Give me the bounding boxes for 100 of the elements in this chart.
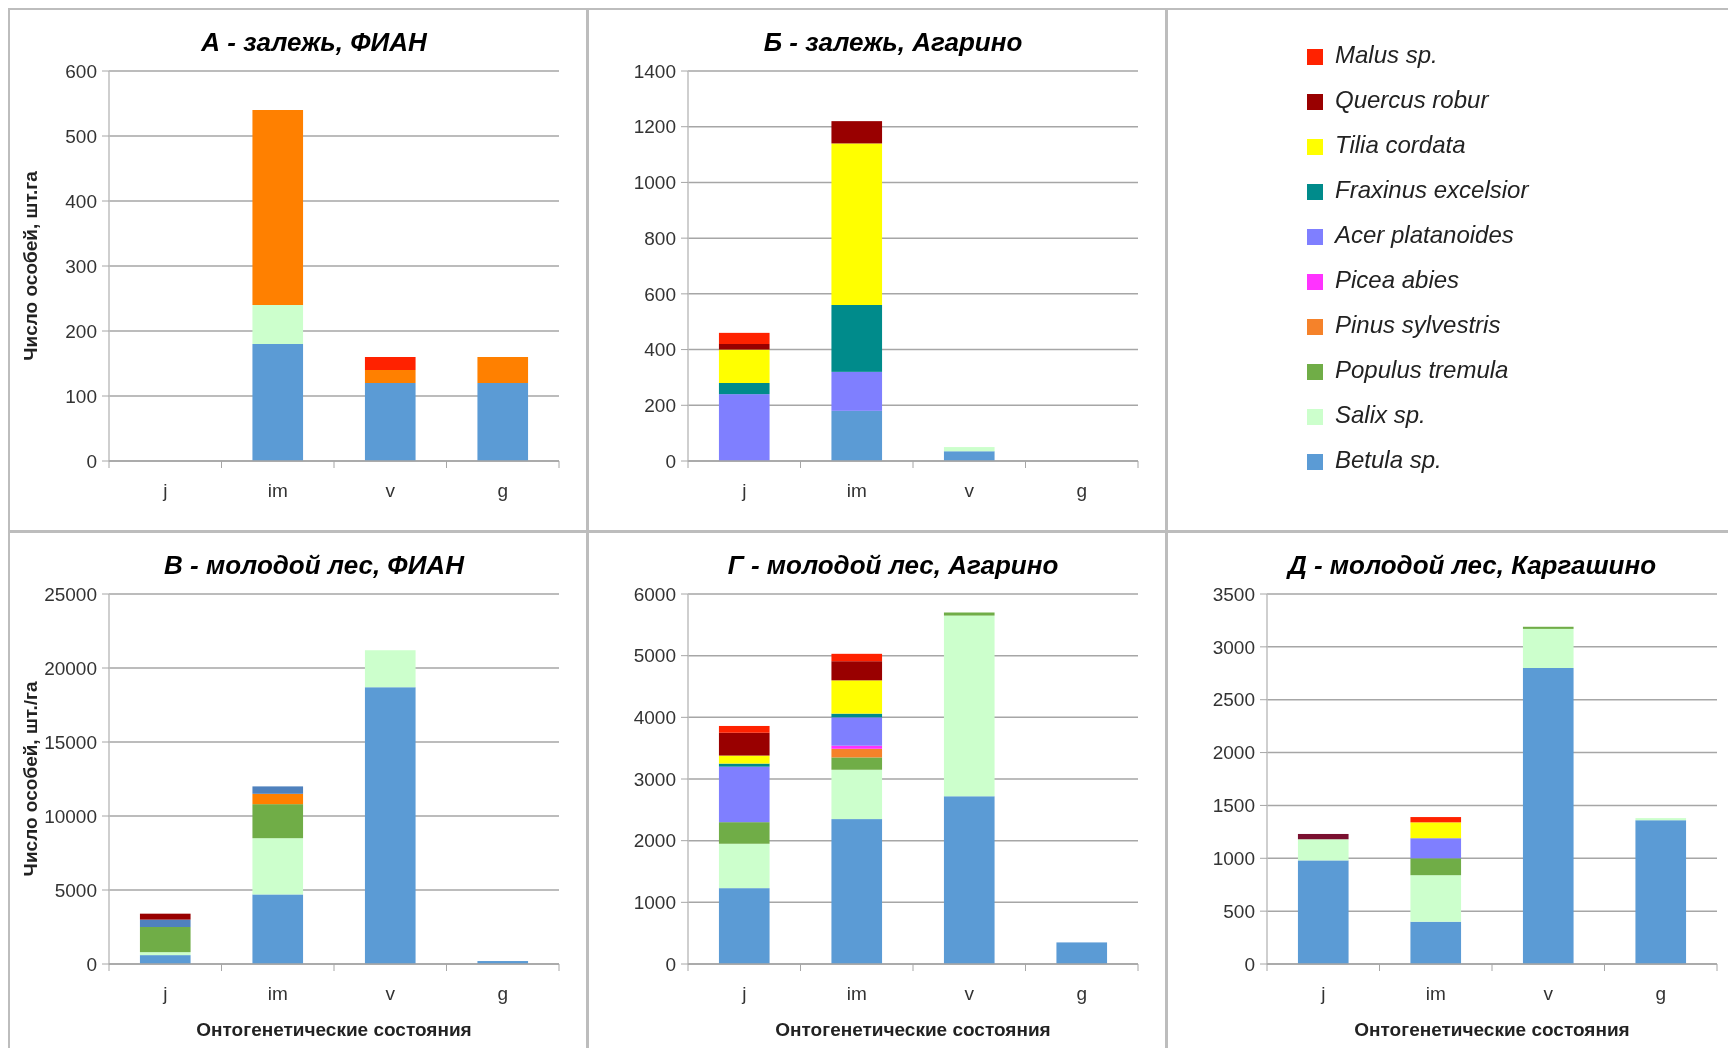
bar <box>1410 817 1462 823</box>
legend-label: Betula sp. <box>1335 446 1442 473</box>
y-tick-label: 3000 <box>1212 636 1255 658</box>
x-tick-label: v <box>385 983 396 1004</box>
bar <box>139 955 191 964</box>
bar <box>831 410 883 461</box>
x-tick-label: j <box>741 983 747 1004</box>
bar <box>718 732 770 756</box>
y-tick-label: 2000 <box>633 830 676 852</box>
bar <box>718 766 770 823</box>
bar <box>718 332 770 344</box>
bar <box>252 804 304 839</box>
bar <box>831 819 883 964</box>
y-tick-label: 500 <box>1223 900 1255 922</box>
x-tick-label: j <box>162 480 168 501</box>
y-tick-label: 5000 <box>633 645 676 667</box>
bar <box>718 843 770 889</box>
y-tick-label: 1500 <box>1212 795 1255 817</box>
bar <box>364 357 416 370</box>
bar <box>1635 820 1687 964</box>
y-tick-label: 1200 <box>633 116 676 138</box>
y-tick-label: 15000 <box>44 731 97 753</box>
bar <box>139 919 191 927</box>
x-tick-label: v <box>964 480 975 501</box>
bar <box>252 894 304 964</box>
bar <box>943 615 995 797</box>
y-tick-label: 3500 <box>1212 583 1255 605</box>
bar <box>252 344 304 461</box>
y-tick-label: 400 <box>65 190 97 212</box>
x-tick-label: g <box>497 983 509 1004</box>
bar <box>252 305 304 344</box>
bar <box>252 793 304 805</box>
bar <box>718 349 770 383</box>
bar <box>1522 626 1574 629</box>
x-axis-title: Онтогенетические состояния <box>775 1019 1051 1040</box>
x-tick-label: v <box>385 480 396 501</box>
bar <box>831 305 883 372</box>
x-tick-label: im <box>1425 983 1446 1004</box>
bar <box>831 680 883 714</box>
bar <box>252 838 304 895</box>
x-tick-label: im <box>267 480 288 501</box>
y-axis-title: Число особей, шт.га <box>20 170 41 361</box>
y-axis-title: Число особей, шт./га <box>20 681 41 877</box>
x-tick-label: v <box>1543 983 1554 1004</box>
bar <box>831 717 883 746</box>
bar <box>364 650 416 688</box>
y-tick-label: 200 <box>644 394 676 416</box>
y-tick-label: 20000 <box>44 657 97 679</box>
y-tick-label: 200 <box>65 320 97 342</box>
y-tick-label: 600 <box>65 60 97 82</box>
y-tick-label: 500 <box>65 125 97 147</box>
x-tick-label: g <box>1655 983 1667 1004</box>
y-tick-label: 0 <box>1244 953 1255 975</box>
y-tick-label: 800 <box>644 227 676 249</box>
bar <box>1297 833 1349 840</box>
bar <box>139 913 191 920</box>
x-axis-title: Онтогенетические состояния <box>1354 1019 1630 1040</box>
bar <box>831 143 883 305</box>
bar <box>831 769 883 820</box>
bar <box>139 952 191 956</box>
bar <box>718 763 770 767</box>
bar <box>252 110 304 305</box>
bar <box>718 888 770 964</box>
bar <box>1522 668 1574 964</box>
legend-label: Quercus robur <box>1335 86 1490 113</box>
bar <box>364 383 416 461</box>
bar <box>139 927 191 953</box>
bar <box>1410 838 1462 859</box>
bar <box>1410 858 1462 876</box>
x-tick-label: j <box>1320 983 1326 1004</box>
legend-label: Malus sp. <box>1335 41 1438 68</box>
legend-label: Picea abies <box>1335 266 1460 293</box>
x-tick-label: g <box>497 480 509 501</box>
bar <box>831 757 883 770</box>
bar <box>718 755 770 764</box>
y-tick-label: 0 <box>665 450 676 472</box>
chart-title: Б - залежь, Агарино <box>763 27 1023 57</box>
y-tick-label: 300 <box>65 255 97 277</box>
x-tick-label: im <box>846 480 867 501</box>
y-tick-label: 10000 <box>44 805 97 827</box>
legend-label: Populus tremula <box>1335 356 1509 383</box>
x-tick-label: j <box>741 480 747 501</box>
legend-label: Tilia cordata <box>1335 131 1466 158</box>
y-tick-label: 0 <box>86 953 97 975</box>
y-tick-label: 2500 <box>1212 689 1255 711</box>
bar <box>831 371 883 411</box>
bar <box>1635 818 1687 821</box>
bar <box>831 661 883 681</box>
bar <box>1056 942 1108 964</box>
legend-label: Fraxinus excelsior <box>1335 176 1530 203</box>
bar <box>943 796 995 964</box>
x-tick-label: im <box>267 983 288 1004</box>
y-tick-label: 1000 <box>633 891 676 913</box>
bar <box>364 370 416 383</box>
legend-label: Acer platanoides <box>1333 221 1514 248</box>
y-tick-label: 4000 <box>633 706 676 728</box>
legend-label: Pinus sylvestris <box>1335 311 1501 338</box>
bar <box>477 357 529 383</box>
bar <box>831 121 883 144</box>
bar <box>831 748 883 758</box>
